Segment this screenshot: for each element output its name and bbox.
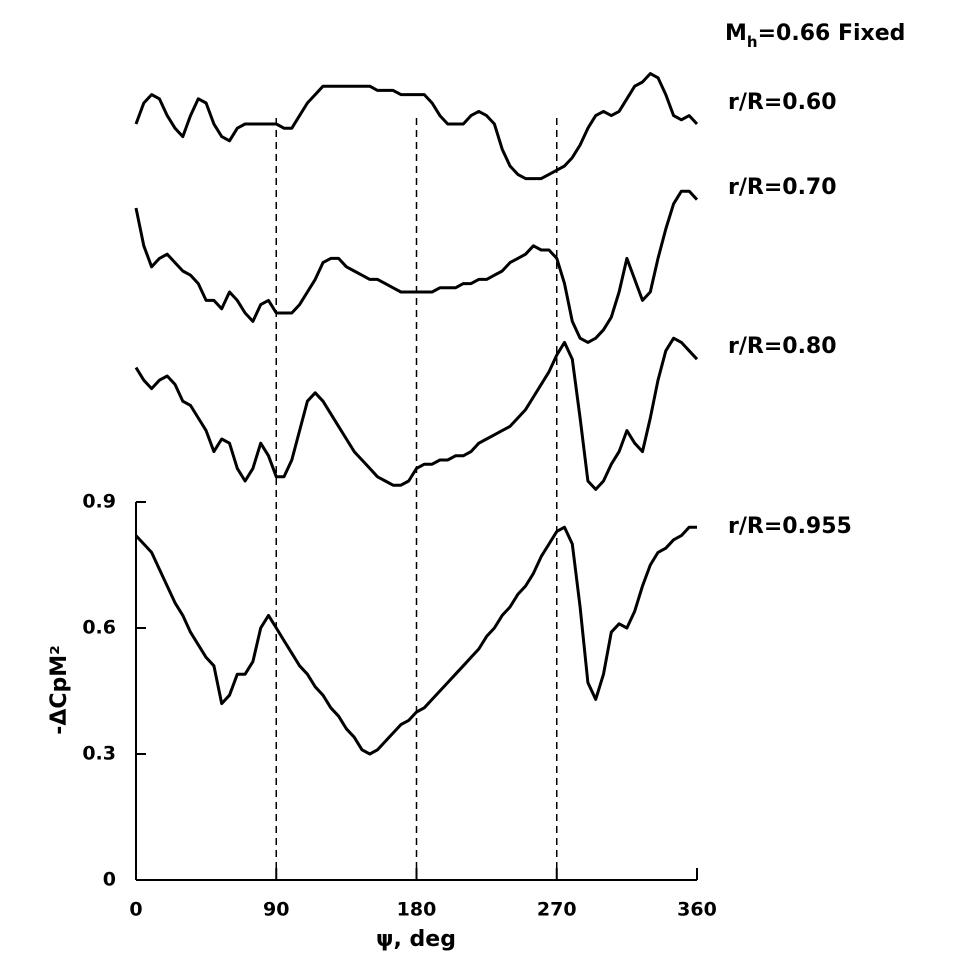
data-line (134, 189, 699, 344)
y-tick-label: 0.3 (82, 743, 116, 765)
x-axis-label: ψ, deg (376, 927, 456, 952)
y-tick-label: 0.6 (82, 617, 116, 639)
y-tick-label: 0.9 (82, 491, 116, 513)
x-tick-label: 90 (263, 899, 289, 921)
x-tick-label: 0 (129, 899, 142, 921)
data-line (134, 525, 697, 756)
data-line (134, 336, 699, 491)
y-tick-label: 0 (103, 869, 116, 891)
series-label: r/R=0.80 (728, 334, 837, 359)
y-axis-label: -ΔCpM² (47, 645, 72, 735)
x-tick-label: 270 (537, 899, 577, 921)
x-tick-label: 180 (397, 899, 437, 921)
x-tick-label: 360 (677, 899, 717, 921)
series-label: r/R=0.955 (728, 514, 852, 539)
series-label: r/R=0.60 (728, 90, 837, 115)
series-label: r/R=0.70 (728, 175, 837, 200)
data-line (134, 72, 699, 181)
chart-title: Mh=0.66 Fixed (725, 21, 905, 51)
